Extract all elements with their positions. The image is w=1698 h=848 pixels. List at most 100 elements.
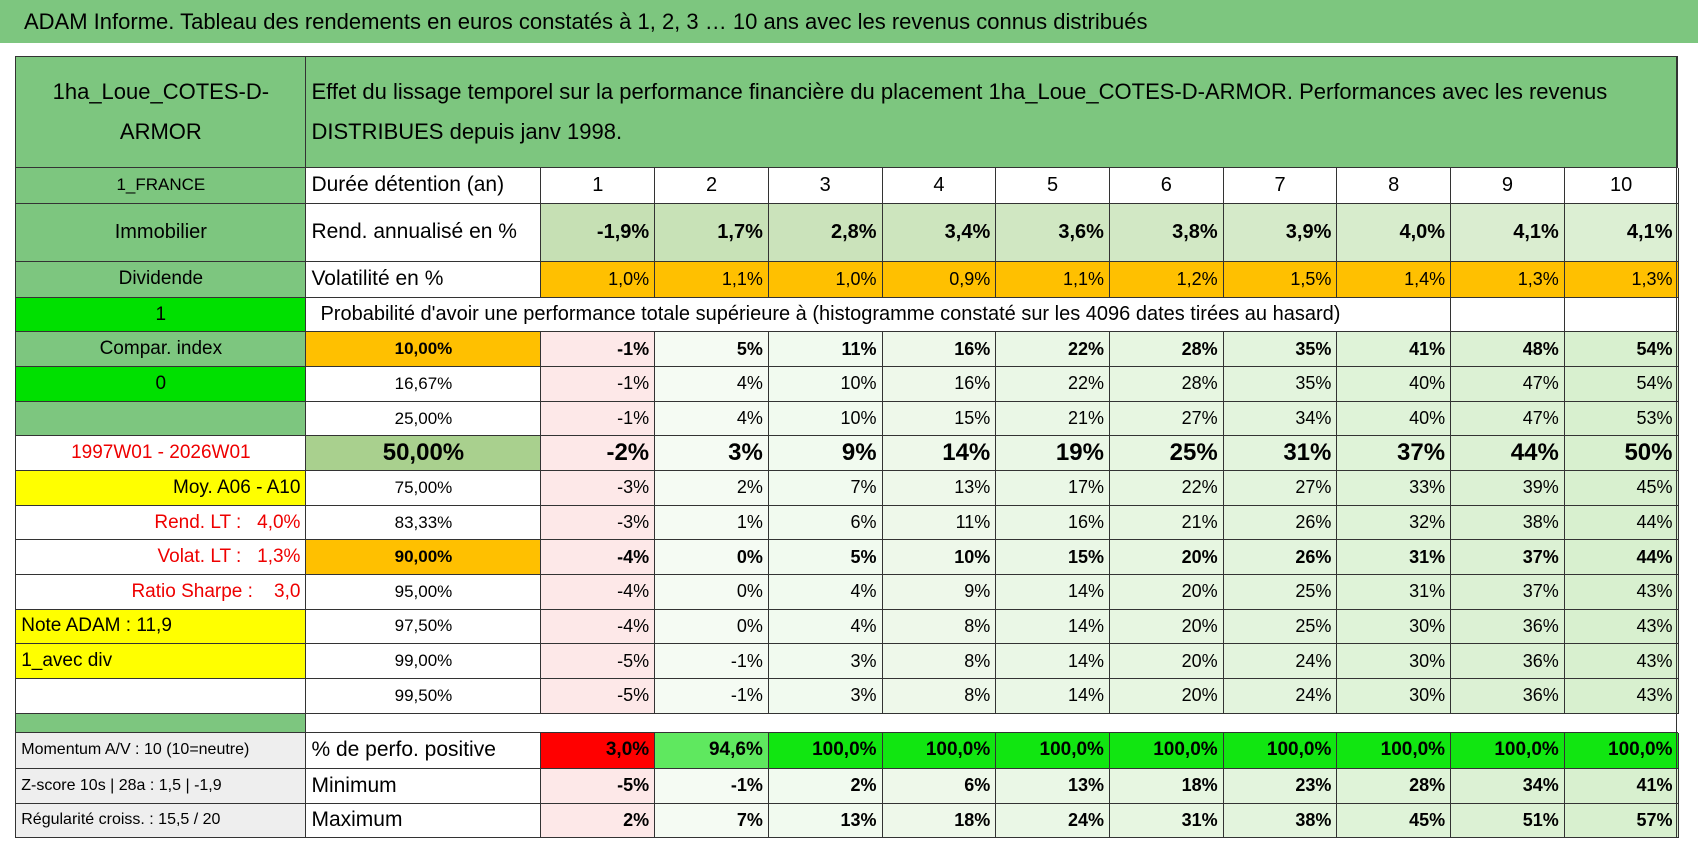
value-cell: -3% (541, 505, 656, 541)
row-name: 97,50% (306, 609, 542, 645)
value-cell: 4% (655, 367, 769, 402)
empty-cell (1451, 297, 1565, 333)
value-cell: 4% (768, 575, 883, 610)
value-cell: 57% (1564, 803, 1679, 839)
value-cell: 50% (1564, 436, 1679, 472)
value-cell: 100,0% (882, 733, 997, 769)
asset-name: 1ha_Loue_COTES-D-ARMOR (16, 56, 307, 168)
value-cell: 53% (1564, 401, 1679, 437)
row-name: Volatilité en % (306, 262, 542, 298)
value-cell: 18% (882, 803, 997, 839)
row-name: 50,00% (306, 436, 542, 472)
row-label: 1997W01 - 2026W01 (16, 436, 307, 472)
value-cell: 43% (1564, 644, 1679, 679)
value-cell: 54% (1564, 367, 1679, 402)
row-name: Minimum (306, 768, 542, 804)
row-name: 25,00% (306, 401, 542, 437)
value-cell: 13% (768, 803, 883, 839)
row-label (16, 678, 307, 714)
value-cell: 9% (882, 575, 997, 610)
row-label: 1_avec div (16, 644, 307, 679)
value-cell: 5% (768, 540, 883, 575)
section-title: Probabilité d'avoir une performance tota… (306, 297, 1452, 333)
value-cell: 14% (996, 575, 1110, 610)
value-cell: 0% (655, 609, 769, 645)
value-cell: 20% (1109, 609, 1224, 645)
value-cell: 30% (1337, 644, 1452, 679)
value-cell: -1% (541, 401, 656, 437)
value-cell: 8 (1337, 167, 1452, 204)
value-cell: 16% (882, 367, 997, 402)
row-label: Dividende (16, 262, 307, 298)
row-name: Maximum (306, 803, 542, 839)
row-label: 0 (16, 367, 307, 402)
value-cell: 11% (882, 505, 997, 541)
value-cell: 22% (1109, 471, 1224, 506)
value-cell: 3% (768, 644, 883, 679)
value-cell: 24% (1223, 644, 1338, 679)
row-name: 99,00% (306, 644, 542, 679)
value-cell: -4% (541, 575, 656, 610)
value-cell: 16% (996, 505, 1110, 541)
value-cell: 3% (655, 436, 769, 472)
value-cell: 26% (1223, 540, 1338, 575)
value-cell: -1% (655, 644, 769, 679)
value-cell: -3% (541, 471, 656, 506)
value-cell: 34% (1451, 768, 1565, 804)
value-cell: 38% (1451, 505, 1565, 541)
value-cell: 24% (996, 803, 1110, 839)
value-cell: 22% (996, 367, 1110, 402)
row-name: % de perfo. positive (306, 733, 542, 769)
value-cell: -5% (541, 678, 656, 714)
value-cell: 94,6% (655, 733, 769, 769)
value-cell: 10% (768, 401, 883, 437)
value-cell: 100,0% (1451, 733, 1565, 769)
row-name: Durée détention (an) (306, 167, 542, 204)
value-cell: 3,6% (996, 203, 1110, 263)
value-cell: 8% (882, 609, 997, 645)
title: ADAM Informe. Tableau des rendements en … (0, 0, 1698, 43)
value-cell: 7% (655, 803, 769, 839)
value-cell: 3,8% (1109, 203, 1224, 263)
value-cell: 3,0% (541, 733, 656, 769)
value-cell: 6% (768, 505, 883, 541)
value-cell: 14% (996, 678, 1110, 714)
value-cell: -4% (541, 609, 656, 645)
value-cell: 44% (1451, 436, 1565, 472)
value-cell: 0% (655, 575, 769, 610)
value-cell: 35% (1223, 332, 1338, 368)
value-cell: 1,4% (1337, 262, 1452, 298)
row-label: Ratio Sharpe : 3,0 (16, 575, 307, 610)
value-cell: 2% (768, 768, 883, 804)
value-cell: 8% (882, 644, 997, 679)
value-cell: -1% (655, 768, 769, 804)
value-cell: 10% (882, 540, 997, 575)
value-cell: 36% (1451, 644, 1565, 679)
value-cell: 54% (1564, 332, 1679, 368)
value-cell: -5% (541, 768, 656, 804)
value-cell: 14% (996, 644, 1110, 679)
value-cell: -2% (541, 436, 656, 472)
value-cell: 44% (1564, 505, 1679, 541)
value-cell: 14% (882, 436, 997, 472)
row-label: Immobilier (16, 203, 307, 263)
value-cell: 20% (1109, 540, 1224, 575)
separator (16, 713, 1679, 734)
value-cell: 100,0% (1337, 733, 1452, 769)
value-cell: 51% (1451, 803, 1565, 839)
value-cell: 34% (1223, 401, 1338, 437)
description: Effet du lissage temporel sur la perform… (306, 56, 1679, 168)
value-cell: 30% (1337, 609, 1452, 645)
row-name: 99,50% (306, 678, 542, 714)
row-label: Régularité croiss. : 15,5 / 20 (16, 803, 307, 839)
value-cell: 100,0% (1564, 733, 1679, 769)
value-cell: 1,7% (655, 203, 769, 263)
value-cell: 45% (1564, 471, 1679, 506)
value-cell: -5% (541, 644, 656, 679)
value-cell: 9 (1451, 167, 1565, 204)
value-cell: 19% (996, 436, 1110, 472)
row-label: 1 (16, 297, 307, 333)
value-cell: 20% (1109, 644, 1224, 679)
value-cell: 33% (1337, 471, 1452, 506)
value-cell: 25% (1223, 609, 1338, 645)
